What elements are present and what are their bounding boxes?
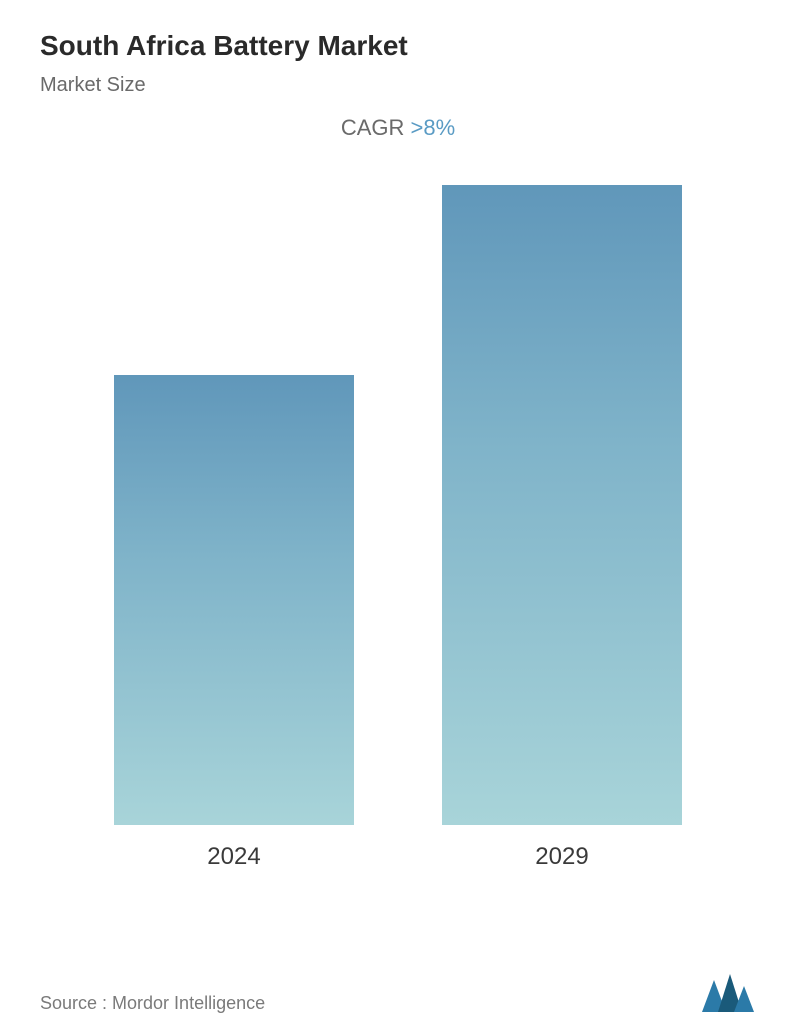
cagr-label: CAGR	[341, 115, 411, 140]
chart-title: South Africa Battery Market	[40, 30, 756, 62]
chart-subtitle: Market Size	[40, 74, 756, 97]
source-text: Source : Mordor Intelligence	[40, 993, 265, 1014]
bar-group-0: 2024	[114, 375, 354, 871]
bar-label-1: 2029	[535, 843, 588, 871]
chart-area: 2024 2029	[40, 181, 756, 871]
bar-group-1: 2029	[442, 185, 682, 871]
cagr-value: >8%	[411, 115, 456, 140]
bar-label-0: 2024	[207, 843, 260, 871]
bar-0	[114, 375, 354, 825]
cagr-line: CAGR >8%	[40, 115, 756, 141]
footer: Source : Mordor Intelligence	[40, 972, 756, 1014]
logo-icon	[700, 972, 756, 1014]
bar-1	[442, 185, 682, 825]
